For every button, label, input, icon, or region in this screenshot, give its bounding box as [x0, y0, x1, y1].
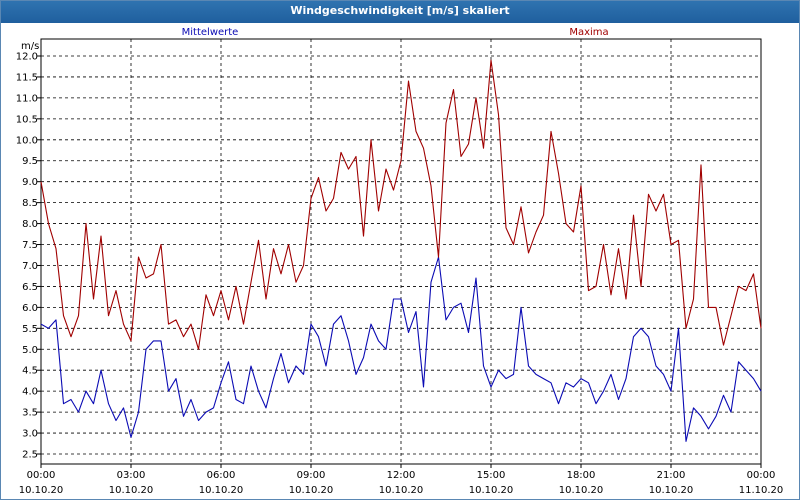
- y-tick-label: 5.5: [22, 324, 38, 335]
- y-tick-label: 3.5: [22, 408, 38, 419]
- y-tick-label: 7.0: [22, 261, 38, 272]
- y-tick-label: 12.0: [16, 52, 38, 63]
- y-tick-label: 7.5: [22, 240, 38, 251]
- x-tick-time: 18:00: [567, 470, 596, 481]
- y-tick-label: 9.0: [22, 177, 38, 188]
- legend-max: Maxima: [569, 27, 608, 38]
- legend-mean: Mittelwerte: [182, 27, 239, 38]
- x-tick-date: 10.10.20: [469, 485, 514, 496]
- y-tick-label: 11.5: [16, 72, 38, 83]
- x-tick-date: 10.10.20: [19, 485, 64, 496]
- x-tick-time: 12:00: [387, 470, 416, 481]
- series-maxima-line: [40, 59, 762, 350]
- x-tick-date: 10.10.20: [199, 485, 244, 496]
- y-tick-label: 5.0: [22, 345, 38, 356]
- x-tick-time: 06:00: [207, 470, 236, 481]
- x-tick-date: 10.10.20: [649, 485, 694, 496]
- y-tick-label: 11.0: [16, 93, 38, 104]
- y-axis: 2.5 3.0 3.5 4.0 4.5 5.0 5.5 6.0 6.5 7.0 7.5 8.0 8.5 9…: [16, 52, 41, 461]
- y-tick-label: 6.5: [22, 282, 38, 293]
- x-tick-time: 21:00: [657, 470, 686, 481]
- y-tick-label: 8.0: [22, 219, 38, 230]
- x-tick-date: 10.10.20: [289, 485, 334, 496]
- x-tick-date: 10.10.20: [379, 485, 424, 496]
- y-tick-label: 6.0: [22, 303, 38, 314]
- series-layer: [40, 59, 762, 442]
- x-tick-time: 00:00: [27, 470, 56, 481]
- y-tick-label: 3.0: [22, 429, 38, 440]
- y-tick-label: 4.0: [22, 387, 38, 398]
- y-axis-label: m/s: [21, 41, 39, 52]
- y-tick-label: 8.5: [22, 198, 38, 209]
- x-tick-time: 03:00: [117, 470, 146, 481]
- x-tick-date: 11.10.20: [739, 485, 784, 496]
- x-tick-time: 00:00: [747, 470, 776, 481]
- x-axis: 00:00 10.10.20 03:00 10.10.20 06:00 10.10.20 0…: [19, 464, 784, 496]
- x-tick-time: 09:00: [297, 470, 326, 481]
- x-tick-date: 10.10.20: [559, 485, 604, 496]
- y-tick-label: 10.0: [16, 135, 38, 146]
- y-tick-label: 4.5: [22, 366, 38, 377]
- y-tick-label: 2.5: [22, 450, 38, 461]
- y-tick-label: 10.5: [16, 114, 38, 125]
- x-tick-time: 15:00: [477, 470, 506, 481]
- y-tick-label: 9.5: [22, 156, 38, 167]
- series-mittelwerte-line: [40, 256, 762, 442]
- x-tick-date: 10.10.20: [109, 485, 154, 496]
- window-title: Windgeschwindigkeit [m/s] skaliert: [1, 1, 799, 23]
- grid: [41, 39, 761, 464]
